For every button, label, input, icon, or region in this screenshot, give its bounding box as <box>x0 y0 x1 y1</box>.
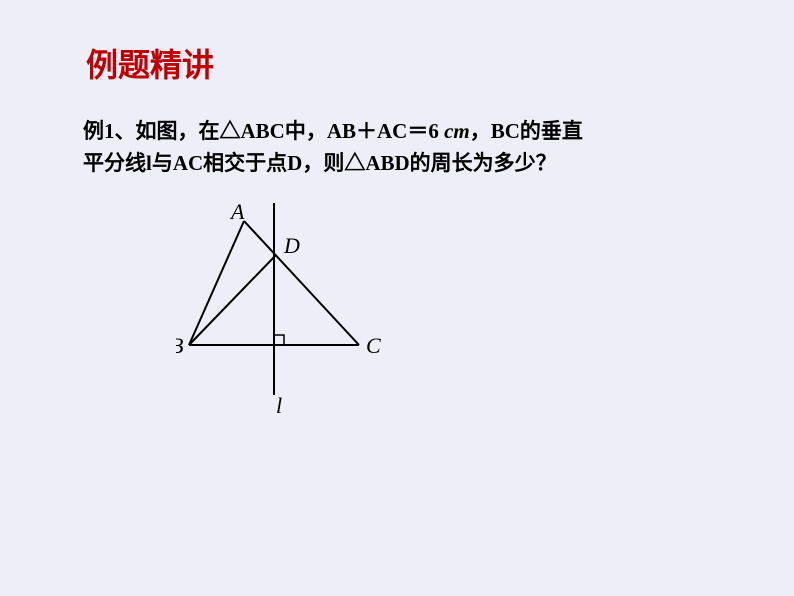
svg-text:l: l <box>276 393 282 418</box>
triangle-diagram: A B C Dl <box>176 195 436 435</box>
problem-mid: ，BC的垂直 <box>470 119 583 143</box>
problem-value: 6 <box>428 119 439 143</box>
problem-text: 例1、如图，在△ABC中，AB＋AC＝6 cm，BC的垂直 平分线l与AC相交于… <box>83 116 683 179</box>
svg-text:D: D <box>283 233 300 258</box>
problem-line2: 平分线l与AC相交于点D，则△ABD的周长为多少？ <box>83 151 557 175</box>
svg-text:C: C <box>366 333 381 358</box>
problem-unit: cm <box>444 119 470 143</box>
svg-text:B: B <box>176 333 183 358</box>
svg-text:A: A <box>229 199 245 224</box>
diagram-svg: A B C Dl <box>176 195 436 435</box>
section-title: 例题精讲 <box>86 40 214 86</box>
problem-prefix: 例1、如图，在△ABC中，AB＋AC＝ <box>83 119 428 143</box>
